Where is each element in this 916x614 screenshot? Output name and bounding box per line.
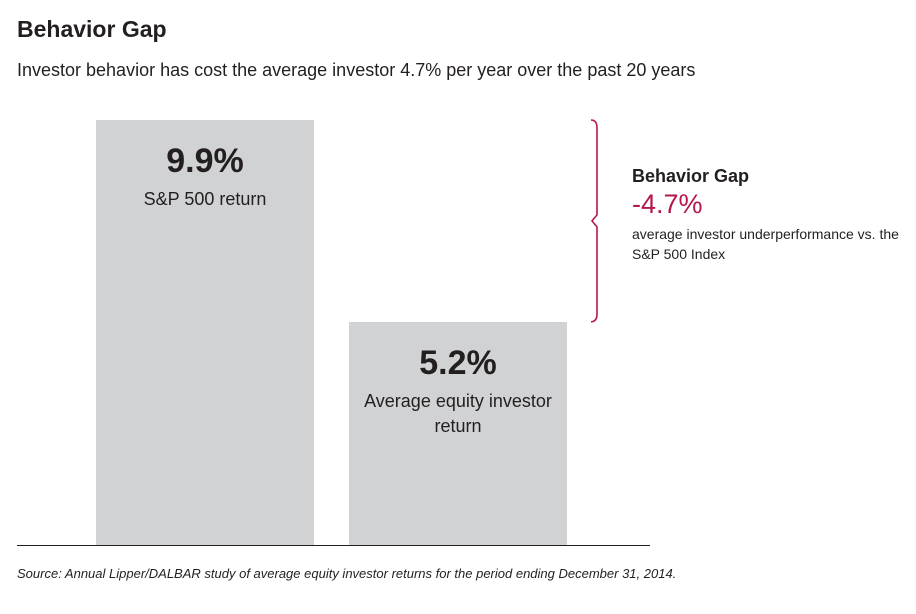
source-note: Source: Annual Lipper/DALBAR study of av… xyxy=(17,566,677,581)
annotation-title: Behavior Gap xyxy=(632,166,750,186)
annotation-value: -4.7% xyxy=(632,189,703,219)
bar: 9.9% S&P 500 return xyxy=(96,120,314,545)
category-label: Average equity investor return xyxy=(364,390,552,436)
bar: 5.2% Average equity investor return xyxy=(349,321,567,545)
value-label: 5.2% xyxy=(419,343,497,382)
chart-subtitle: Investor behavior has cost the average i… xyxy=(17,60,696,80)
chart-title: Behavior Gap xyxy=(17,16,167,42)
annotation-text: average investor underperformance vs. th… xyxy=(632,226,899,262)
baseline xyxy=(17,545,650,546)
annotation: Behavior Gap -4.7% average investor unde… xyxy=(632,166,912,264)
gap-bracket xyxy=(590,119,598,323)
value-label: 9.9% xyxy=(166,142,244,180)
category-label: S&P 500 return xyxy=(143,189,267,209)
